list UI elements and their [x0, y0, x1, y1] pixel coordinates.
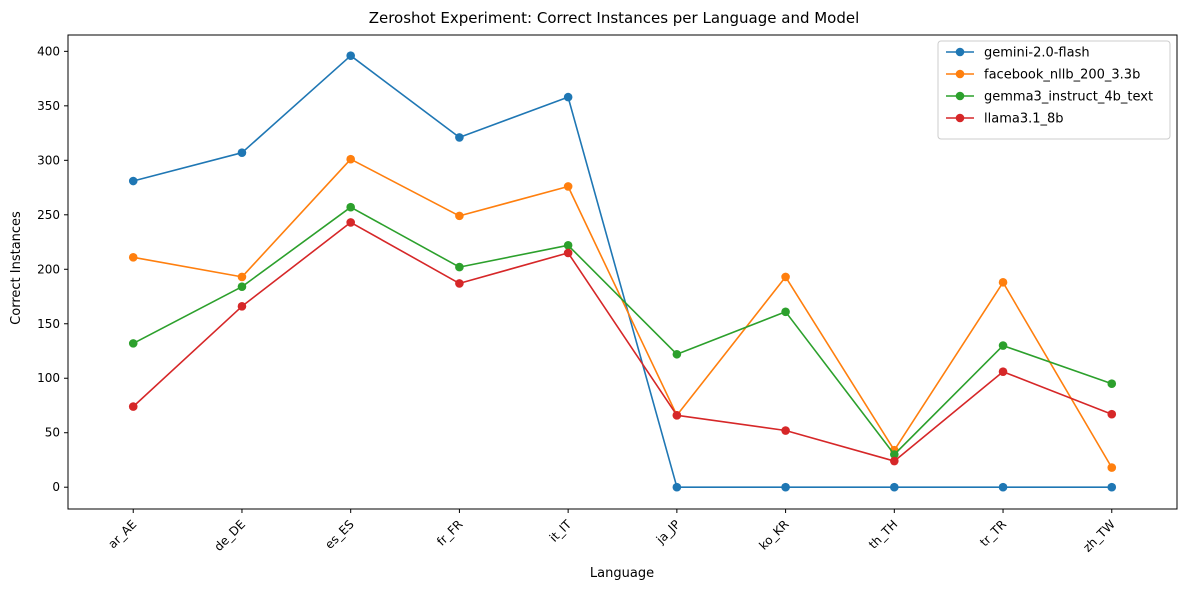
- series-line-1: [133, 158, 1113, 469]
- x-tick-label: de_DE: [211, 517, 248, 554]
- data-point: [128, 402, 138, 411]
- data-point: [998, 482, 1008, 492]
- y-tick-label: 250: [37, 208, 60, 222]
- data-point: [563, 182, 573, 191]
- y-tick-label: 350: [37, 99, 60, 113]
- x-tick-label: zh_TW: [1080, 517, 1118, 555]
- legend-marker: [955, 47, 965, 57]
- data-point: [672, 349, 682, 359]
- data-point: [781, 272, 790, 282]
- data-point: [346, 202, 355, 212]
- x-tick-label: ja_JP: [653, 517, 683, 547]
- y-tick-label: 50: [45, 426, 60, 440]
- series-line-2: [132, 206, 1113, 456]
- data-point: [346, 154, 355, 164]
- data-point: [998, 341, 1008, 350]
- data-point: [1107, 482, 1117, 492]
- data-point: [128, 339, 138, 348]
- plot-frame: [67, 34, 1178, 510]
- y-tick-label: 200: [37, 262, 60, 276]
- y-axis-title: Correct Instances: [9, 211, 24, 325]
- legend-label: gemma3_instruct_4b_text: [984, 90, 1153, 105]
- y-tick-label: 150: [37, 317, 60, 331]
- legend-label: facebook_nllb_200_3.3b: [984, 68, 1140, 83]
- legend-box: [937, 40, 1171, 140]
- data-point: [128, 252, 138, 262]
- x-tick-label: ko_KR: [756, 517, 791, 552]
- x-tick-label: it_IT: [547, 517, 575, 545]
- data-point: [237, 272, 247, 282]
- x-tick-label: ar_AE: [105, 517, 139, 551]
- y-tick-label: 0: [52, 480, 60, 494]
- data-point: [890, 482, 899, 492]
- x-axis-title: Language: [590, 566, 654, 581]
- chart-title: Zeroshot Experiment: Correct Instances p…: [369, 9, 860, 27]
- y-tick-label: 400: [37, 44, 60, 58]
- data-point: [998, 278, 1008, 287]
- series-line-0: [132, 54, 1112, 489]
- data-point: [455, 211, 464, 221]
- data-point: [563, 248, 573, 258]
- data-point: [455, 279, 464, 288]
- data-point: [672, 410, 682, 420]
- legend-label: gemini-2.0-flash: [984, 46, 1090, 61]
- data-point: [563, 92, 573, 102]
- data-point: [998, 367, 1008, 377]
- y-tick-label: 300: [37, 153, 60, 167]
- data-point: [237, 282, 247, 292]
- data-point: [128, 176, 138, 186]
- legend-marker: [955, 113, 965, 123]
- data-point: [1107, 379, 1117, 388]
- data-point: [346, 51, 355, 61]
- legend-marker: [955, 69, 965, 79]
- x-tick-label: fr_FR: [434, 517, 465, 548]
- data-point: [672, 482, 682, 492]
- data-point: [563, 241, 573, 250]
- data-point: [890, 450, 899, 459]
- data-point: [781, 482, 790, 492]
- data-point: [1107, 409, 1117, 419]
- legend: gemini-2.0-flash facebook_nllb_200_3.3bge…: [937, 40, 1171, 140]
- data-point: [237, 302, 247, 311]
- y-tick-label: 100: [37, 371, 60, 385]
- x-tick-label: tr_TR: [977, 517, 1009, 549]
- data-point: [346, 218, 355, 227]
- data-point: [1107, 463, 1117, 472]
- series-line-3: [132, 221, 1113, 462]
- legend-marker: [955, 91, 965, 101]
- x-tick-label: es_ES: [322, 517, 357, 552]
- data-point: [455, 133, 464, 142]
- data-point: [455, 262, 464, 272]
- data-point: [237, 148, 247, 157]
- x-tick-label: th_TH: [866, 517, 900, 551]
- legend-label: llama3.1_8b: [984, 112, 1064, 127]
- data-point: [781, 307, 790, 317]
- data-point: [890, 456, 899, 466]
- data-point: [781, 426, 790, 435]
